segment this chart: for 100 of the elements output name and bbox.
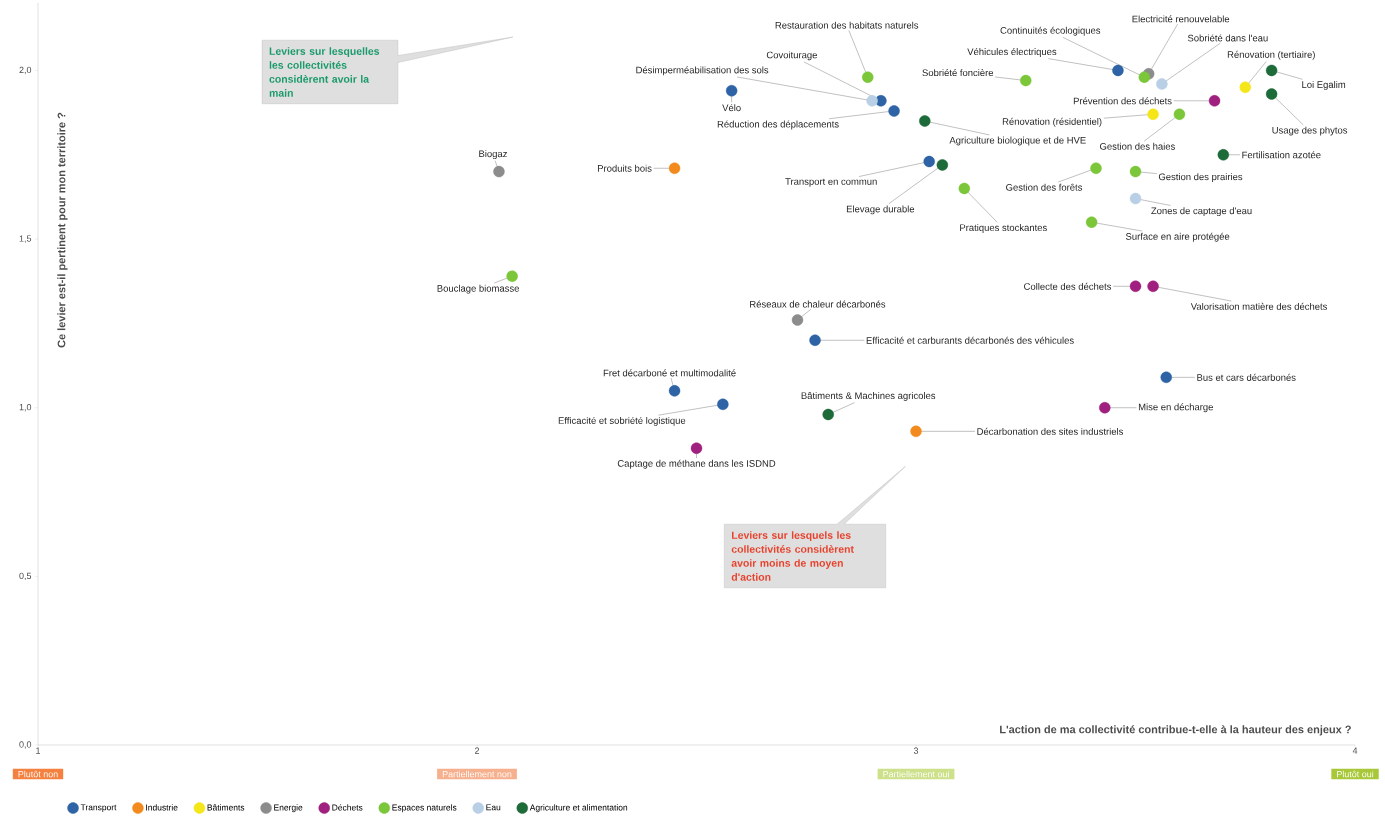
point xyxy=(668,162,681,174)
legend-label: Espaces naturels xyxy=(392,804,457,813)
annotation: Prévention des déchets xyxy=(1073,97,1172,105)
point xyxy=(725,84,738,97)
point xyxy=(506,270,518,282)
annotation: Gestion des prairies xyxy=(1158,173,1243,183)
annotation: Réseaux de chaleur décarbonés xyxy=(750,300,886,308)
point xyxy=(919,115,931,127)
legend-label: Transport xyxy=(80,804,117,812)
annotation: Véhicules électriques xyxy=(967,47,1057,57)
annotation: Bus et cars décarbonés xyxy=(1197,373,1296,381)
point xyxy=(1085,216,1098,228)
annotation: Restauration des habitats naturels xyxy=(775,21,919,29)
point xyxy=(1173,108,1186,120)
point xyxy=(1147,280,1159,292)
text: Plutôt non xyxy=(18,770,58,778)
point xyxy=(923,155,935,168)
x-tick-label: 4 xyxy=(1352,747,1358,754)
point xyxy=(1112,64,1124,77)
annotation: Surface en aire protégée xyxy=(1125,232,1230,242)
point xyxy=(958,182,971,195)
point xyxy=(791,314,804,326)
y-tick-label: 0,5 xyxy=(19,572,32,581)
point xyxy=(936,159,949,171)
point xyxy=(1099,402,1111,414)
annotation: Sobriété dans l'eau xyxy=(1187,34,1268,42)
annotation: Fertilisation azotée xyxy=(1242,151,1321,159)
text: Plutôt oui xyxy=(1337,770,1374,778)
annotation: Loi Egalim xyxy=(1302,81,1346,90)
annotation: Zones de captage d'eau xyxy=(1151,207,1252,217)
annotation: Valorisation matière des déchets xyxy=(1190,302,1328,310)
annotation: Produits bois xyxy=(597,164,652,172)
annotation: Collecte des déchets xyxy=(1024,282,1112,290)
point xyxy=(1147,108,1159,120)
point xyxy=(690,442,703,454)
point xyxy=(1129,192,1142,205)
point xyxy=(1265,64,1278,77)
legend-label: Energie xyxy=(274,804,303,813)
point xyxy=(809,334,821,346)
annotation: Rénovation (résidentiel) xyxy=(1002,117,1102,127)
y-axis-title: Ce levier est-il pertinent pour mon territoire ? xyxy=(57,112,68,348)
text: Partiellement non xyxy=(442,770,512,778)
annotation: Sobriété foncière xyxy=(922,69,994,77)
legend-label: Bâtiments xyxy=(207,804,245,811)
point xyxy=(1129,165,1142,178)
point xyxy=(1217,149,1230,161)
annotation: Mise en décharge xyxy=(1138,403,1213,413)
point xyxy=(1129,280,1142,292)
point xyxy=(1090,162,1102,174)
annotation: Vélo xyxy=(722,104,741,112)
annotation: Covoiturage xyxy=(766,51,817,61)
annotation: Transport en commun xyxy=(785,178,877,187)
annotation: Leviers sur lesquelles les collectivités considèrent avoir la main xyxy=(269,47,380,97)
point xyxy=(1020,74,1032,87)
annotation: Gestion des haies xyxy=(1100,142,1175,150)
x-axis-title: L'action de ma collectivité contribue-t-elle à la hauteur des enjeux ? xyxy=(1000,725,1351,736)
text: Partiellement oui xyxy=(883,770,949,778)
legend-label: Déchets xyxy=(332,804,363,811)
y-tick-label: 2,0 xyxy=(19,66,32,75)
y-tick-label: 1,5 xyxy=(19,235,32,243)
point xyxy=(1265,88,1278,100)
annotation: Décarbonation des sites industriels xyxy=(977,427,1124,435)
annotation: Biogaz xyxy=(479,150,507,160)
annotation: Efficacité et carburants décarbonés des véhicules xyxy=(866,336,1074,344)
annotation: Electricité renouvelable xyxy=(1132,15,1230,23)
annotation: Efficacité et sobriété logistique xyxy=(558,416,686,426)
point xyxy=(866,95,878,107)
point xyxy=(822,408,834,421)
annotation: Usage des phytos xyxy=(1272,126,1348,136)
annotation: Fret décarboné et multimodalité xyxy=(603,369,736,377)
point xyxy=(717,398,729,411)
y-tick-label: 0,0 xyxy=(19,741,32,749)
x-tick-label: 3 xyxy=(913,747,919,754)
annotation: Captage de méthane dans les ISDND xyxy=(617,459,776,469)
point xyxy=(1160,371,1172,384)
annotation: Pratiques stockantes xyxy=(960,224,1047,233)
x-tick-label: 2 xyxy=(474,747,480,754)
annotation: Bouclage biomasse xyxy=(437,284,519,294)
point xyxy=(888,105,900,117)
annotation: Agriculture biologique et de HVE xyxy=(949,136,1086,146)
annotation: Désimperméabilisation des sols xyxy=(636,66,769,76)
x-tick-label: 1 xyxy=(36,747,41,754)
legend-label: Agriculture et alimentation xyxy=(529,804,628,813)
point xyxy=(668,385,681,397)
annotation: Rénovation (tertiaire) xyxy=(1227,50,1315,60)
point xyxy=(862,71,874,83)
legend-label: Eau xyxy=(486,804,501,811)
annotation: Continuités écologiques xyxy=(1000,26,1101,36)
annotation: Elevage durable xyxy=(846,205,915,215)
annotation: Leviers sur lesquels les collectivités considèrent avoir moins de moyen d'action xyxy=(731,531,854,581)
point xyxy=(1208,95,1221,107)
annotation: Bâtiments & Machines agricoles xyxy=(801,392,936,401)
annotation: Réduction des déplacements xyxy=(717,120,839,130)
legend-label: Industrie xyxy=(146,804,178,811)
y-tick-label: 1,0 xyxy=(19,404,32,412)
point xyxy=(493,165,505,178)
point xyxy=(1156,78,1168,90)
point xyxy=(1239,81,1251,93)
annotation: Gestion des forêts xyxy=(1006,183,1083,191)
point xyxy=(1138,71,1150,83)
